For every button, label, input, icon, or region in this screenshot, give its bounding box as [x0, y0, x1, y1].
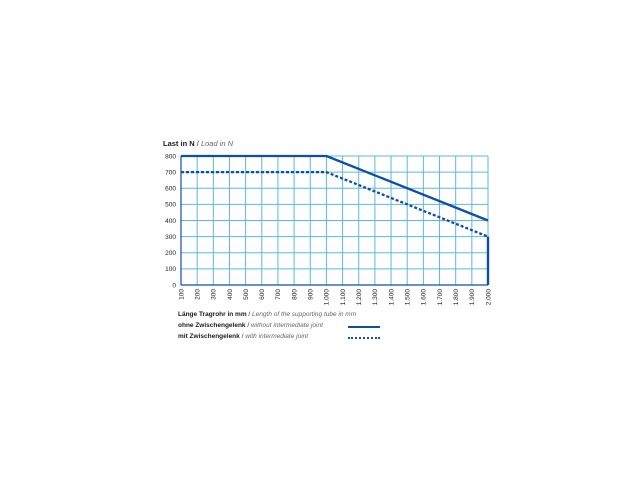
x-tick-label: 1.200	[356, 289, 363, 306]
legend-swatch-dotted	[348, 337, 380, 339]
y-tick-label: 300	[165, 234, 176, 241]
y-tick-label: 0	[172, 282, 176, 289]
x-tick-label: 800	[291, 289, 298, 300]
x-tick-label: 2.000	[485, 289, 492, 306]
x-tick-label: 700	[275, 289, 282, 300]
legend-entry-without-joint: ohne Zwischengelenk / without intermedia…	[178, 322, 323, 329]
series-line-with-joint	[181, 170, 489, 238]
x-tick-label: 500	[243, 289, 250, 300]
y-axis-title: Last in N / Load in N	[163, 139, 234, 148]
x-tick-label: 1.700	[437, 289, 444, 306]
legend-entry-with-joint: mit Zwischengelenk / with intermediate j…	[178, 333, 309, 340]
x-axis-title: Länge Tragrohr in mm / Length of the sup…	[178, 311, 357, 318]
y-tick-label: 700	[165, 169, 176, 176]
y-tick-label: 800	[165, 153, 176, 160]
x-tick-label: 100	[178, 289, 185, 300]
x-tick-label: 1.100	[340, 289, 347, 306]
x-tick-label: 200	[194, 289, 201, 300]
y-tick-label: 400	[165, 218, 176, 225]
x-tick-label: 1.300	[372, 289, 379, 306]
y-tick-label: 600	[165, 186, 176, 193]
x-tick-label: 1.600	[421, 289, 428, 306]
x-tick-label: 900	[308, 289, 315, 300]
x-tick-label: 1.900	[469, 289, 476, 306]
series-line-without-joint	[181, 154, 489, 222]
x-tick-label: 1.500	[405, 289, 412, 306]
legend-swatch-solid	[348, 326, 380, 328]
x-tick-label: 1.800	[453, 289, 460, 306]
x-tick-label: 300	[211, 289, 218, 300]
x-tick-label: 1.000	[324, 289, 331, 306]
y-tick-label: 100	[165, 266, 176, 273]
x-tick-label: 1.400	[388, 289, 395, 306]
x-tick-label: 600	[259, 289, 266, 300]
y-tick-label: 500	[165, 202, 176, 209]
x-tick-label: 400	[227, 289, 234, 300]
y-tick-label: 200	[165, 250, 176, 257]
